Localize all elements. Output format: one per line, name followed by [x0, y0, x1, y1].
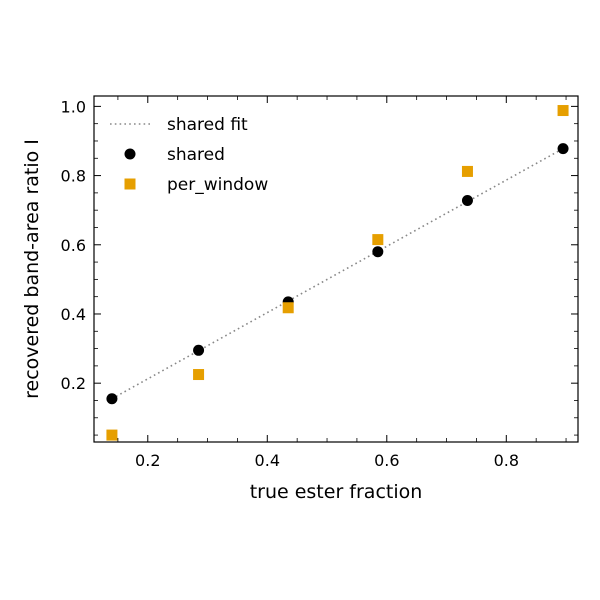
per_window-point: [372, 234, 384, 246]
y-tick-label: 0.4: [61, 305, 86, 324]
legend: shared fit shared per_window: [110, 115, 268, 195]
shared-point: [372, 246, 384, 258]
shared-point: [193, 344, 205, 356]
y-tick-label: 1.0: [61, 97, 86, 116]
x-tick-label: 0.4: [255, 451, 280, 470]
y-tick-label: 0.6: [61, 236, 86, 255]
points-layer: [106, 105, 569, 441]
plot-frame: [93, 95, 579, 443]
per_window-point: [106, 429, 118, 441]
x-tick-label: 0.8: [494, 451, 519, 470]
legend-shared-swatch: [124, 148, 136, 160]
legend-label-per-window: per_window: [167, 175, 268, 195]
shared-point: [557, 143, 569, 155]
per_window-point: [193, 369, 205, 381]
per_window-point: [557, 105, 569, 117]
legend-label-fit: shared fit: [167, 115, 248, 135]
x-axis-title: true ester fraction: [250, 481, 423, 503]
shared-point: [461, 194, 473, 206]
ticks-layer: [94, 96, 578, 442]
y-tick-label: 0.2: [61, 374, 86, 393]
y-axis-title: recovered band-area ratio I: [21, 139, 43, 399]
per_window-point: [282, 302, 294, 314]
per_window-point: [461, 165, 473, 177]
legend-label-shared: shared: [167, 145, 225, 165]
shared-point: [106, 393, 118, 405]
y-tick-label: 0.8: [61, 167, 86, 186]
legend-per-window-swatch: [124, 178, 136, 190]
labels-layer: 0.2 0.4 0.6 0.8 0.2 0.4 0.6 0.8 1.0: [61, 97, 519, 470]
x-tick-label: 0.2: [135, 451, 160, 470]
x-tick-label: 0.6: [374, 451, 399, 470]
